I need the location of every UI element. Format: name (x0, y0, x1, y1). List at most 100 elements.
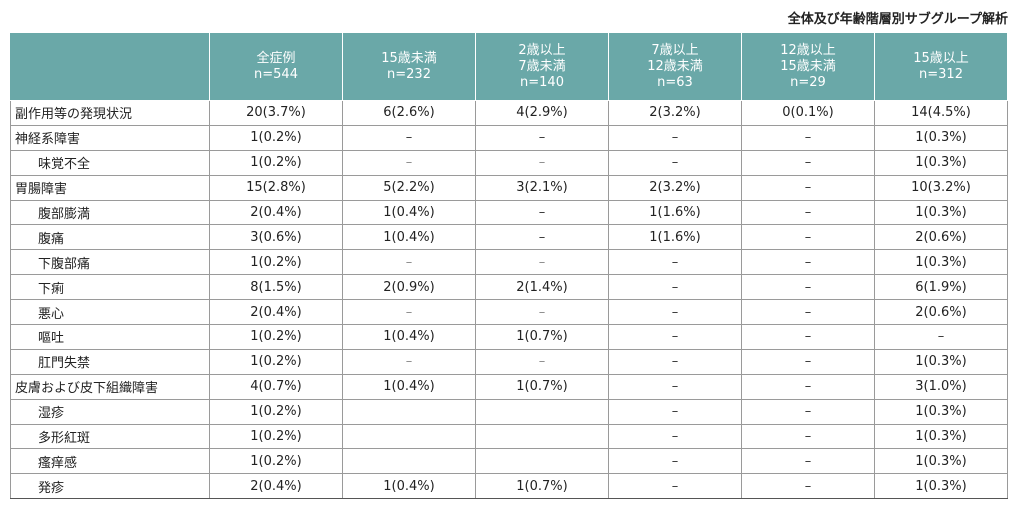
table-cell: 3(1.0%) (874, 373, 1008, 400)
row-label: 発疹 (10, 473, 210, 500)
table-cell: – (741, 473, 875, 500)
table-cell: 1(0.3%) (874, 199, 1008, 226)
table-cell: 1(0.2%) (209, 398, 343, 425)
row-label: 胃腸障害 (10, 174, 210, 201)
table-cell (475, 448, 609, 475)
table-cell: – (342, 149, 476, 176)
table-row: 肛門失禁 1(0.2%) – – – –1(0.3%) (10, 348, 1008, 375)
table-cell: – (475, 299, 609, 326)
table-cell: 2(0.4%) (209, 199, 343, 226)
table-cell (342, 398, 476, 425)
table-cell (475, 398, 609, 425)
table-cell: 1(0.3%) (874, 398, 1008, 425)
table-row: 下痢 8(1.5%) 2(0.9%) 2(1.4%) – –6(1.9%) (10, 274, 1008, 301)
table-cell: – (741, 249, 875, 276)
table-row: 腹痛 3(0.6%) 1(0.4%) –1(1.6%) –2(0.6%) (10, 224, 1008, 251)
row-label: 肛門失禁 (10, 348, 210, 375)
row-label: 神経系障害 (10, 124, 210, 151)
table-cell: – (608, 423, 742, 450)
table-cell: 1(1.6%) (608, 224, 742, 251)
column-header-2-to-7: 2歳以上 7歳未満 n=140 (475, 32, 609, 101)
row-label: 多形紅斑 (10, 423, 210, 450)
table-cell: 1(0.7%) (475, 324, 609, 350)
row-label: 悪心 (10, 299, 210, 326)
table-cell (342, 423, 476, 450)
table-cell: 1(0.7%) (475, 473, 609, 500)
table-cell: 1(0.3%) (874, 149, 1008, 176)
column-header-12-to-15: 12歳以上 15歳未満 n=29 (741, 32, 875, 101)
table-row: 瘙痒感 1(0.2%) – –1(0.3%) (10, 448, 1008, 475)
table-cell: – (741, 348, 875, 375)
table-cell: 3(2.1%) (475, 174, 609, 201)
row-label: 瘙痒感 (10, 448, 210, 475)
table-cell: – (741, 398, 875, 425)
table-cell: – (608, 124, 742, 151)
table-cell: 20(3.7%) (209, 100, 343, 126)
table-caption: 全体及び年齢階層別サブグループ解析 (787, 12, 1008, 27)
row-label: 下腹部痛 (10, 249, 210, 276)
table-cell: 2(0.4%) (209, 473, 343, 500)
header-corner (10, 32, 210, 101)
table-cell: 1(0.2%) (209, 124, 343, 151)
table-row: 皮膚および皮下組織障害 4(0.7%) 1(0.4%) 1(0.7%) – –3(1.0%… (10, 373, 1008, 400)
table-body: 副作用等の発現状況 20(3.7%) 6(2.6%) 4(2.9%) 2(3.2%) 0(… (10, 100, 1008, 500)
column-header-7-to-12: 7歳以上 12歳未満 n=63 (608, 32, 742, 101)
table-cell: 0(0.1%) (741, 100, 875, 126)
table-row: 多形紅斑 1(0.2%) – –1(0.3%) (10, 423, 1008, 450)
table-cell: 2(0.9%) (342, 274, 476, 301)
table-cell: – (741, 174, 875, 201)
row-label: 湿疹 (10, 398, 210, 425)
table-cell: – (608, 373, 742, 400)
table-row: 嘔吐 1(0.2%) 1(0.4%) 1(0.7%) – – – (10, 324, 1008, 350)
table-row: 湿疹 1(0.2%) – –1(0.3%) (10, 398, 1008, 425)
table-cell: – (475, 199, 609, 226)
table-cell: – (741, 274, 875, 301)
table-row: 副作用等の発現状況 20(3.7%) 6(2.6%) 4(2.9%) 2(3.2%) 0(… (10, 100, 1008, 126)
table-cell: 10(3.2%) (874, 174, 1008, 201)
table-cell: – (608, 249, 742, 276)
table-cell: 1(0.4%) (342, 199, 476, 226)
table-cell: – (608, 274, 742, 301)
table-cell: – (741, 124, 875, 151)
table-cell: – (608, 448, 742, 475)
row-label: 味覚不全 (10, 149, 210, 176)
table-cell (342, 448, 476, 475)
table-cell: 1(0.4%) (342, 373, 476, 400)
table-cell: – (608, 149, 742, 176)
table-cell (475, 423, 609, 450)
table-cell: 1(0.3%) (874, 348, 1008, 375)
table-cell: – (741, 423, 875, 450)
table-cell: – (741, 448, 875, 475)
table-cell: 1(0.4%) (342, 473, 476, 500)
table-cell: – (608, 473, 742, 500)
table-cell: – (608, 324, 742, 350)
table-cell: 1(0.2%) (209, 448, 343, 475)
table-cell: 15(2.8%) (209, 174, 343, 201)
table-cell: 1(0.2%) (209, 249, 343, 276)
table-cell: – (342, 348, 476, 375)
table-row: 神経系障害 1(0.2%) – – – –1(0.3%) (10, 124, 1008, 151)
table-cell: 2(3.2%) (608, 174, 742, 201)
table-row: 味覚不全 1(0.2%) – – – –1(0.3%) (10, 149, 1008, 176)
table-cell: – (741, 299, 875, 326)
table-cell: 6(1.9%) (874, 274, 1008, 301)
table-cell: 1(0.4%) (342, 324, 476, 350)
table-cell: 1(0.3%) (874, 249, 1008, 276)
table-cell: – (475, 124, 609, 151)
table-cell: – (608, 398, 742, 425)
table-cell: 3(0.6%) (209, 224, 343, 251)
table-cell: – (608, 299, 742, 326)
table-cell: – (741, 224, 875, 251)
table-cell: 1(0.2%) (209, 324, 343, 350)
adverse-reactions-table: 全症例 n=544 15歳未満 n=232 2歳以上 7歳未満 n=140 7歳… (10, 32, 1008, 500)
table-row: 胃腸障害 15(2.8%) 5(2.2%) 3(2.1%) 2(3.2%) –10(3.2… (10, 174, 1008, 201)
column-header-15-and-over: 15歳以上 n=312 (874, 32, 1008, 101)
row-label: 下痢 (10, 274, 210, 301)
column-header-all: 全症例 n=544 (209, 32, 343, 101)
table-row: 発疹 2(0.4%) 1(0.4%) 1(0.7%) – –1(0.3%) (10, 473, 1008, 500)
table-cell: 2(0.6%) (874, 224, 1008, 251)
table-cell: 4(0.7%) (209, 373, 343, 400)
table-cell: – (475, 348, 609, 375)
table-cell: – (342, 124, 476, 151)
table-cell: 1(0.2%) (209, 423, 343, 450)
